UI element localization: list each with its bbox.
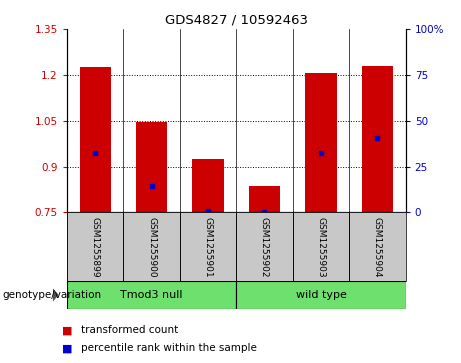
Bar: [180, 212, 236, 281]
Text: GSM1255904: GSM1255904: [373, 217, 382, 277]
Text: ■: ■: [62, 325, 73, 335]
Bar: [306, 73, 337, 212]
Bar: [80, 67, 111, 212]
Bar: [136, 122, 167, 212]
Title: GDS4827 / 10592463: GDS4827 / 10592463: [165, 13, 308, 26]
Bar: [193, 159, 224, 212]
Bar: [249, 186, 280, 212]
Bar: [349, 212, 406, 281]
Bar: [236, 212, 293, 281]
Text: wild type: wild type: [296, 290, 346, 300]
Text: transformed count: transformed count: [81, 325, 178, 335]
Bar: [67, 281, 236, 309]
Text: GSM1255902: GSM1255902: [260, 217, 269, 277]
Text: GSM1255903: GSM1255903: [316, 216, 325, 277]
Bar: [293, 212, 349, 281]
Bar: [362, 66, 393, 212]
Text: Tmod3 null: Tmod3 null: [120, 290, 183, 300]
Text: GSM1255901: GSM1255901: [203, 216, 213, 277]
Text: ■: ■: [62, 343, 73, 354]
Text: percentile rank within the sample: percentile rank within the sample: [81, 343, 257, 354]
Text: GSM1255900: GSM1255900: [147, 216, 156, 277]
Text: GSM1255899: GSM1255899: [90, 216, 100, 277]
Bar: [123, 212, 180, 281]
Bar: [236, 281, 406, 309]
Bar: [67, 212, 123, 281]
Text: genotype/variation: genotype/variation: [2, 290, 101, 300]
